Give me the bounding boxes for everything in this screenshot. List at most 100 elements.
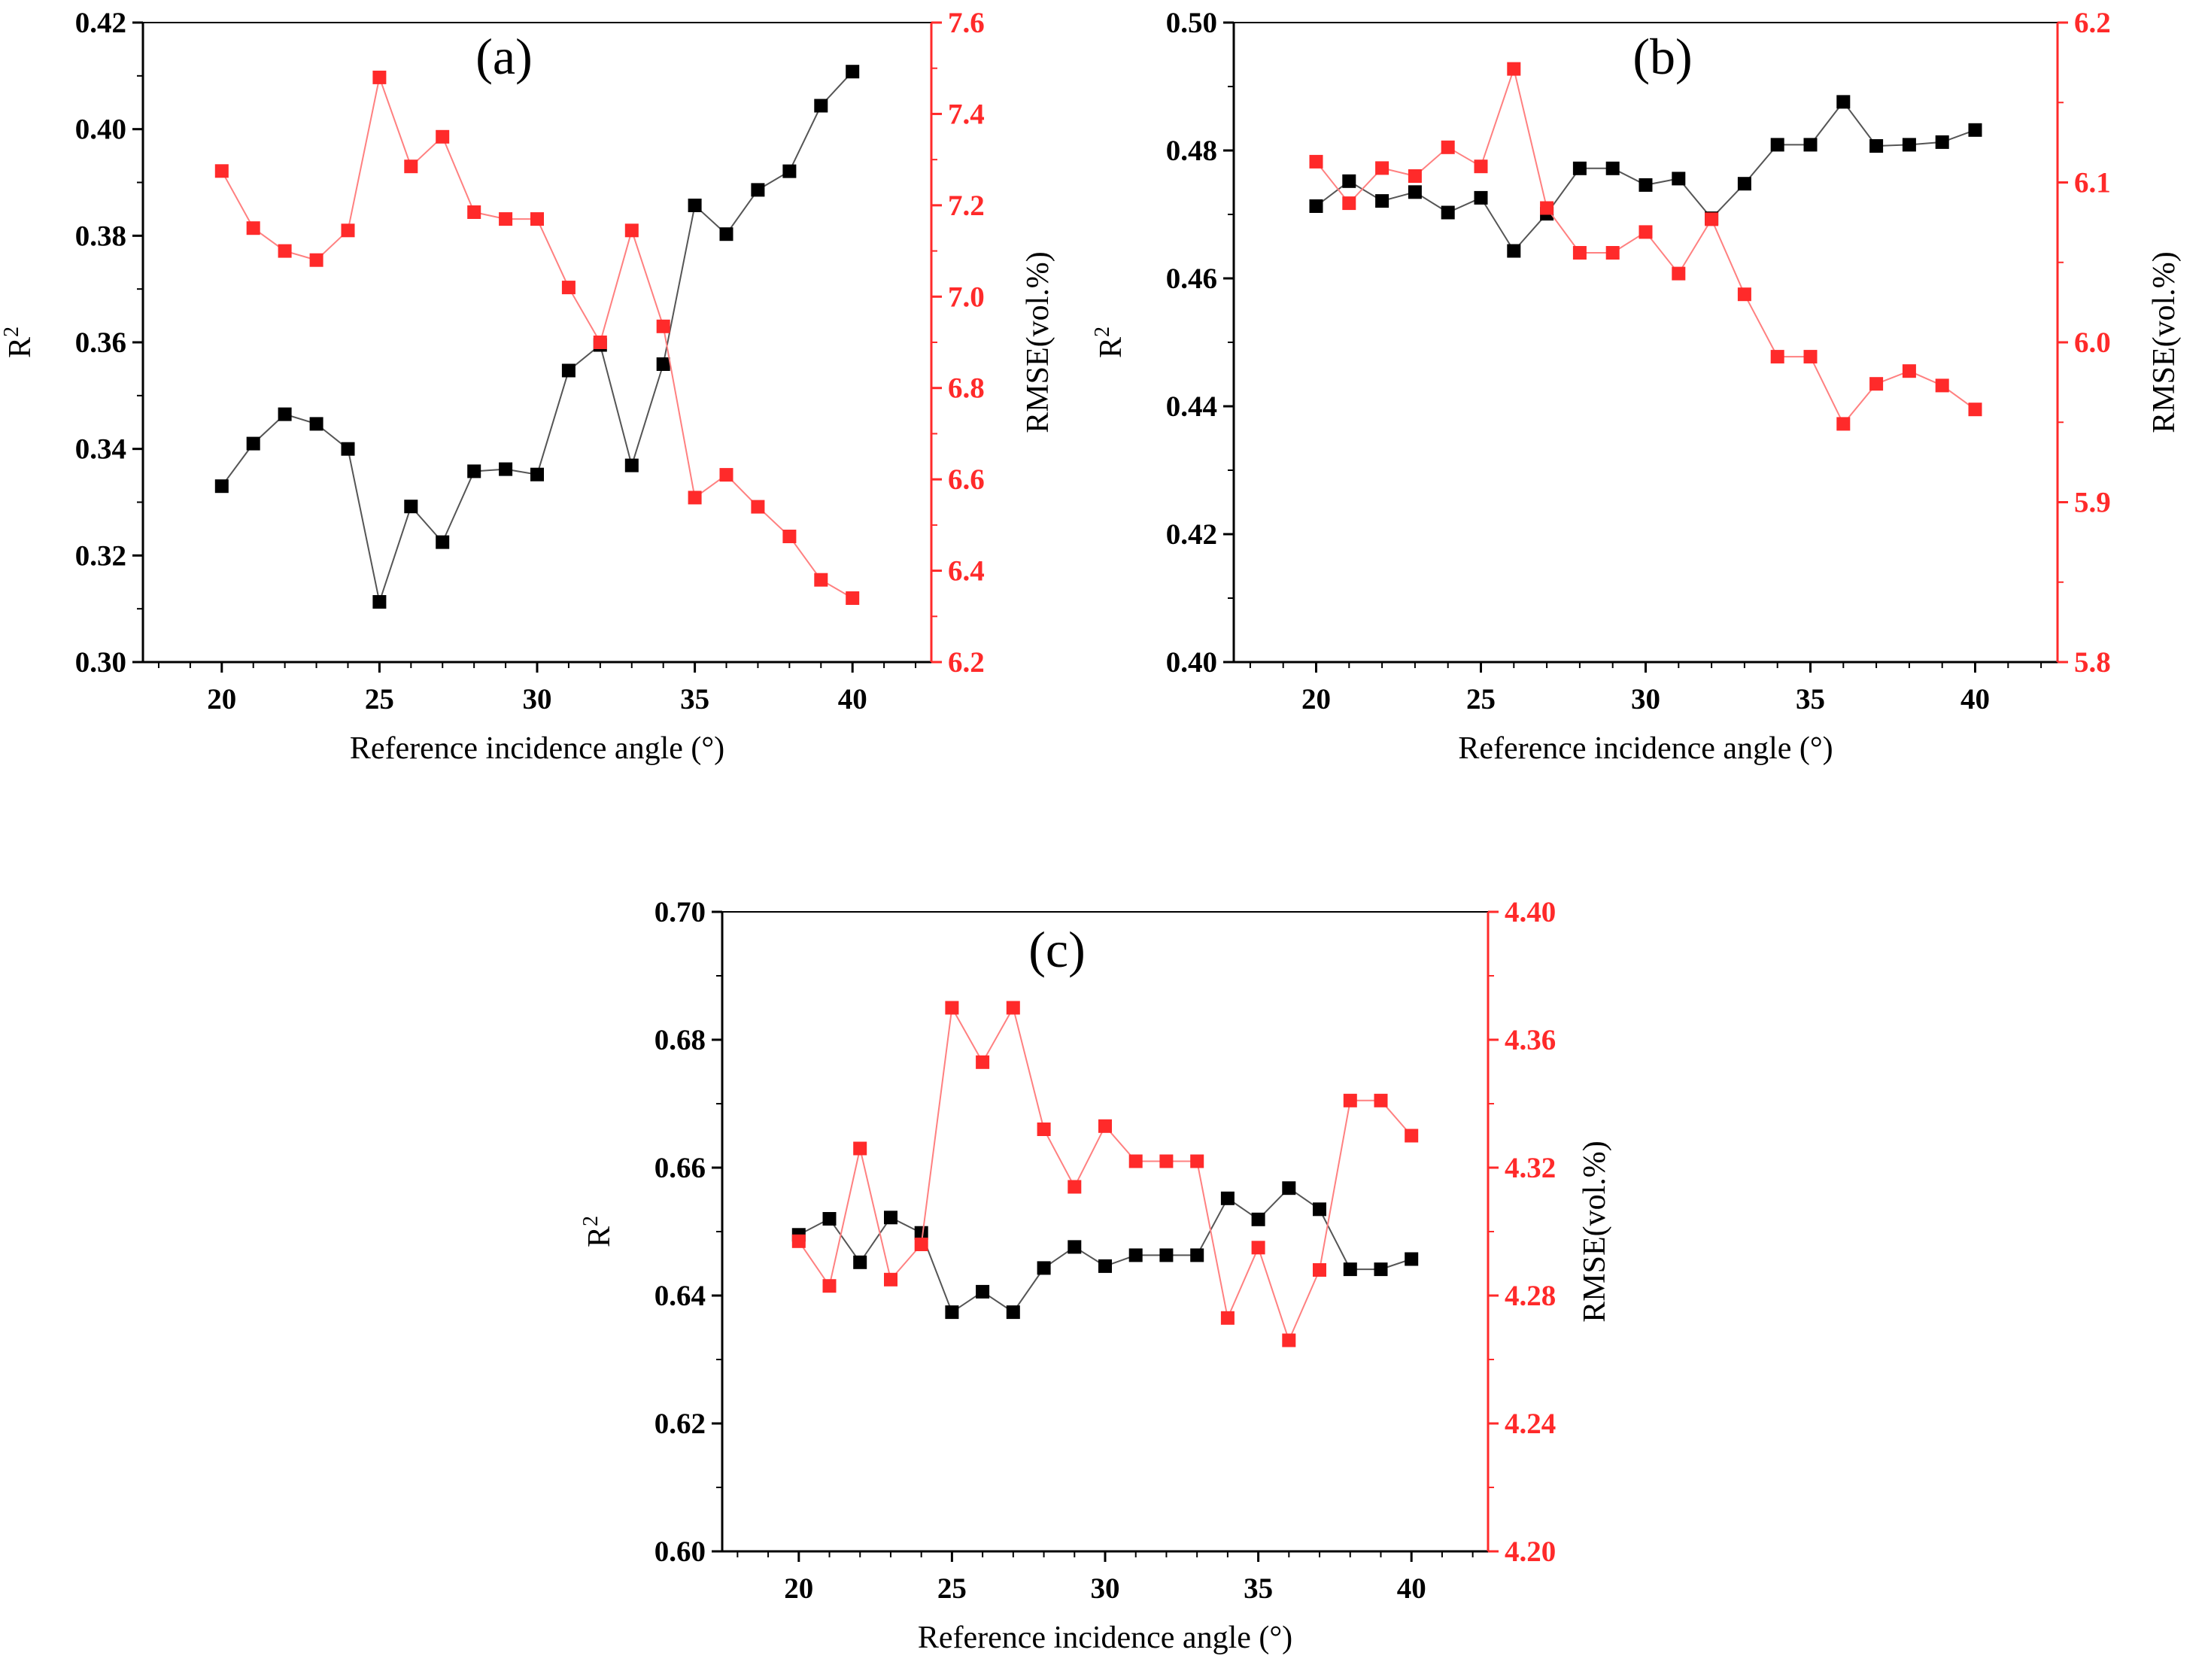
y2-tick-label: 6.6 — [948, 463, 985, 496]
r2-data-point — [499, 462, 513, 476]
y-tick-label: 0.60 — [654, 1536, 706, 1568]
x-tick-label: 25 — [365, 683, 394, 715]
r2-data-point — [1309, 199, 1323, 213]
rmse-data-point — [976, 1055, 990, 1069]
r2-data-point — [751, 183, 765, 197]
r2-data-point — [719, 227, 733, 242]
r2-data-point — [1902, 138, 1916, 152]
r2-data-point — [1068, 1240, 1082, 1254]
rmse-data-point — [1672, 266, 1686, 281]
rmse-data-point — [1935, 378, 1949, 393]
rmse-data-point — [1068, 1180, 1082, 1194]
rmse-data-point — [1770, 350, 1784, 364]
r2-data-point — [1251, 1212, 1265, 1226]
r2-data-point — [1343, 1262, 1357, 1277]
r2-series-line — [220, 71, 853, 605]
rmse-data-point — [1159, 1154, 1174, 1168]
r2-data-point — [467, 464, 481, 478]
rmse-data-point — [688, 491, 702, 505]
r2-data-point — [846, 65, 860, 79]
rmse-data-point — [1803, 350, 1818, 364]
rmse-data-point — [1902, 364, 1916, 378]
rmse-data-point — [1313, 1263, 1326, 1277]
r2-data-point — [1605, 161, 1620, 175]
rmse-data-point — [624, 223, 639, 238]
x-tick-label: 20 — [207, 683, 236, 715]
rmse-data-point — [1605, 246, 1620, 260]
rmse-data-point — [822, 1279, 837, 1293]
rmse-data-point — [436, 129, 450, 144]
r2-data-point — [1220, 1191, 1235, 1205]
y-axis-title: R2 — [0, 327, 38, 358]
x-tick-label: 30 — [1091, 1572, 1120, 1605]
r2-data-point — [1737, 177, 1751, 191]
r2-data-point — [404, 500, 418, 514]
r2-data-point — [853, 1255, 867, 1269]
r2-data-point — [624, 458, 639, 472]
y2-tick-label: 4.28 — [1505, 1280, 1556, 1312]
rmse-data-point — [404, 159, 418, 174]
rmse-data-point — [1006, 1001, 1020, 1015]
r2-data-point — [1836, 95, 1851, 109]
rmse-data-point — [1190, 1154, 1204, 1168]
panel-label: (b) — [1632, 28, 1692, 85]
rmse-data-point — [656, 319, 670, 333]
rmse-data-point — [719, 468, 733, 482]
x-axis-title: Reference incidence angle (°) — [1458, 731, 1833, 766]
y-tick-label: 0.30 — [75, 646, 126, 679]
r2-data-point — [1639, 178, 1653, 192]
rmse-data-point — [467, 205, 481, 219]
rmse-data-point — [1309, 154, 1323, 169]
r2-data-point — [1282, 1181, 1296, 1195]
x-tick-label: 40 — [838, 683, 867, 715]
x-tick-label: 40 — [1960, 683, 1990, 715]
rmse-data-point — [782, 530, 797, 543]
y2-tick-label: 7.4 — [948, 98, 985, 130]
r2-data-point — [1770, 138, 1784, 152]
r2-data-point — [1405, 1252, 1419, 1266]
rmse-series-line — [1315, 65, 1976, 426]
x-axis-title: Reference incidence angle (°) — [918, 1621, 1292, 1655]
r2-data-point — [309, 417, 323, 431]
x-tick-label: 40 — [1397, 1572, 1426, 1605]
r2-data-point — [372, 595, 387, 609]
rmse-data-point — [814, 573, 828, 587]
x-tick-label: 30 — [1631, 683, 1660, 715]
y2-tick-label: 5.9 — [2074, 487, 2111, 519]
r2-data-point — [976, 1284, 990, 1299]
y2-tick-label: 6.4 — [948, 555, 985, 588]
y-tick-label: 0.70 — [654, 896, 706, 928]
y-tick-label: 0.66 — [654, 1152, 706, 1184]
rmse-data-point — [884, 1272, 897, 1287]
y2-tick-label: 5.8 — [2074, 646, 2111, 679]
r2-data-point — [814, 99, 828, 113]
rmse-data-point — [1343, 1093, 1357, 1107]
y2-axis-title: RMSE(vol.%) — [1021, 251, 1055, 433]
r2-data-point — [1474, 190, 1488, 205]
y-tick-label: 0.32 — [75, 539, 126, 572]
r2-data-point — [914, 1226, 928, 1240]
y2-axis-title: RMSE(vol.%) — [1578, 1141, 1612, 1323]
y2-tick-label: 7.6 — [948, 7, 985, 39]
chart-panel-2: 20 25 30 35 40 0.40 0.42 0.44 0.46 0.48 0.50 5.8 5.9… — [1091, 7, 2182, 766]
rmse-data-point — [1098, 1119, 1112, 1133]
y2-tick-label: 6.2 — [948, 646, 985, 679]
r2-data-point — [884, 1211, 897, 1225]
rmse-data-point — [846, 591, 860, 605]
y-tick-label: 0.40 — [1166, 646, 1217, 679]
rmse-data-point — [751, 500, 765, 514]
rmse-data-point — [914, 1238, 928, 1251]
rmse-data-point — [246, 221, 260, 235]
r2-data-point — [1374, 1262, 1388, 1277]
y2-tick-label: 4.40 — [1505, 896, 1556, 928]
rmse-data-point — [1869, 377, 1884, 391]
rmse-data-point — [1128, 1154, 1143, 1168]
r2-data-point — [436, 535, 450, 549]
y2-tick-label: 6.8 — [948, 372, 985, 405]
r2-data-point — [278, 407, 292, 421]
x-tick-label: 25 — [937, 1572, 967, 1605]
r2-data-point — [1869, 139, 1884, 153]
rmse-data-point — [1375, 161, 1389, 175]
rmse-data-point — [1408, 169, 1422, 183]
